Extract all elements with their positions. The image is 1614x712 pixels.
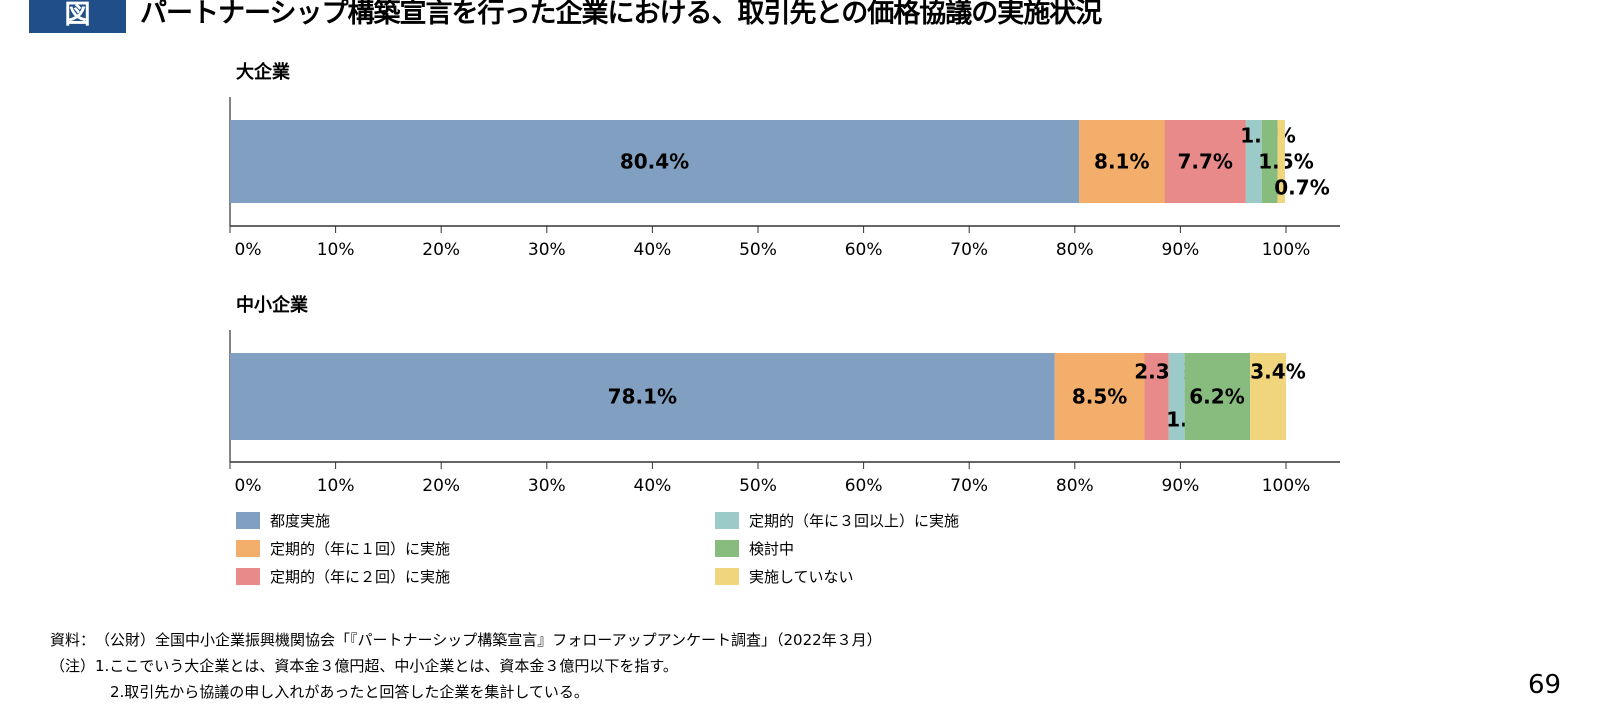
bar-segment-5	[1250, 353, 1286, 440]
legend-swatch	[236, 568, 260, 585]
chart-title-large: 大企業	[236, 62, 290, 83]
bar-segment-1	[1054, 353, 1145, 440]
source-note: 資料： （公財）全国中小企業振興機関協会「『パートナーシップ構築宣言』フォローア…	[50, 631, 882, 649]
x-tick-label: 60%	[845, 476, 883, 496]
bar-segment-4	[1184, 353, 1251, 440]
bar-segment-3	[1168, 353, 1185, 440]
bar-segment-0	[230, 120, 1080, 203]
legend-item: 定期的（年に１回）に実施	[236, 538, 450, 559]
data-label: 0.7%	[1274, 176, 1329, 200]
note-1: （注）1.ここでいう大企業とは、資本金３億円超、中小企業とは、資本金３億円以下を…	[50, 657, 678, 675]
x-tick-label: 30%	[528, 240, 566, 260]
legend-swatch	[715, 568, 739, 585]
data-label: 80.4%	[620, 150, 689, 174]
legend-label: 検討中	[749, 540, 795, 558]
legend-swatch	[236, 512, 260, 529]
legend-item: 定期的（年に２回）に実施	[236, 566, 450, 587]
data-label: 3.4%	[1250, 360, 1305, 384]
x-tick-label: 80%	[1056, 240, 1094, 260]
chart-title-sme: 中小企業	[236, 295, 308, 316]
bar-segment-3	[1245, 120, 1262, 203]
x-tick-label: 20%	[422, 240, 460, 260]
legend-item: 定期的（年に３回以上）に実施	[715, 510, 959, 531]
page-number: 69	[1528, 670, 1562, 700]
legend-item: 実施していない	[715, 566, 854, 587]
bar-segment-1	[1079, 120, 1165, 203]
x-tick-label: 70%	[950, 476, 988, 496]
x-tick-label: 20%	[422, 476, 460, 496]
bar-segment-0	[230, 353, 1055, 440]
x-tick-label: 40%	[634, 240, 672, 260]
x-tick-label: 90%	[1162, 240, 1200, 260]
legend-swatch	[236, 540, 260, 557]
x-tick-label: 40%	[634, 476, 672, 496]
x-tick-label: 0%	[235, 476, 262, 496]
data-label: 7.7%	[1177, 150, 1232, 174]
legend-label: 定期的（年に２回）に実施	[270, 568, 451, 586]
legend-swatch	[715, 540, 739, 557]
data-label: 78.1%	[608, 385, 677, 409]
x-tick-label: 60%	[845, 240, 883, 260]
x-tick-label: 100%	[1262, 476, 1311, 496]
legend-label: 都度実施	[270, 512, 331, 530]
page-title: パートナーシップ構築宣言を行った企業における、取引先との価格協議の実施状況	[140, 0, 1102, 29]
legend-label: 定期的（年に３回以上）に実施	[749, 512, 960, 530]
bar-segment-2	[1144, 353, 1169, 440]
x-tick-label: 10%	[317, 240, 355, 260]
data-label: 1.5%	[1258, 150, 1313, 174]
x-tick-label: 0%	[235, 240, 262, 260]
data-label: 8.1%	[1094, 150, 1149, 174]
x-tick-label: 50%	[739, 240, 777, 260]
legend-label: 定期的（年に１回）に実施	[270, 540, 451, 558]
x-tick-label: 70%	[950, 240, 988, 260]
data-label: 8.5%	[1072, 385, 1127, 409]
legend-item: 都度実施	[236, 510, 330, 531]
bar-segment-2	[1164, 120, 1246, 203]
x-tick-label: 30%	[528, 476, 566, 496]
x-tick-label: 100%	[1262, 240, 1311, 260]
x-tick-label: 50%	[739, 476, 777, 496]
x-tick-label: 80%	[1056, 476, 1094, 496]
x-tick-label: 90%	[1162, 476, 1200, 496]
bar-segment-5	[1277, 120, 1285, 203]
x-tick-label: 10%	[317, 476, 355, 496]
data-label: 6.2%	[1189, 385, 1244, 409]
bar-segment-4	[1261, 120, 1278, 203]
legend-swatch	[715, 512, 739, 529]
legend-item: 検討中	[715, 538, 794, 559]
figure-badge: 図	[29, 0, 126, 33]
note-2: 2.取引先から協議の申し入れがあったと回答した企業を集計している。	[110, 683, 589, 701]
legend-label: 実施していない	[749, 568, 854, 586]
